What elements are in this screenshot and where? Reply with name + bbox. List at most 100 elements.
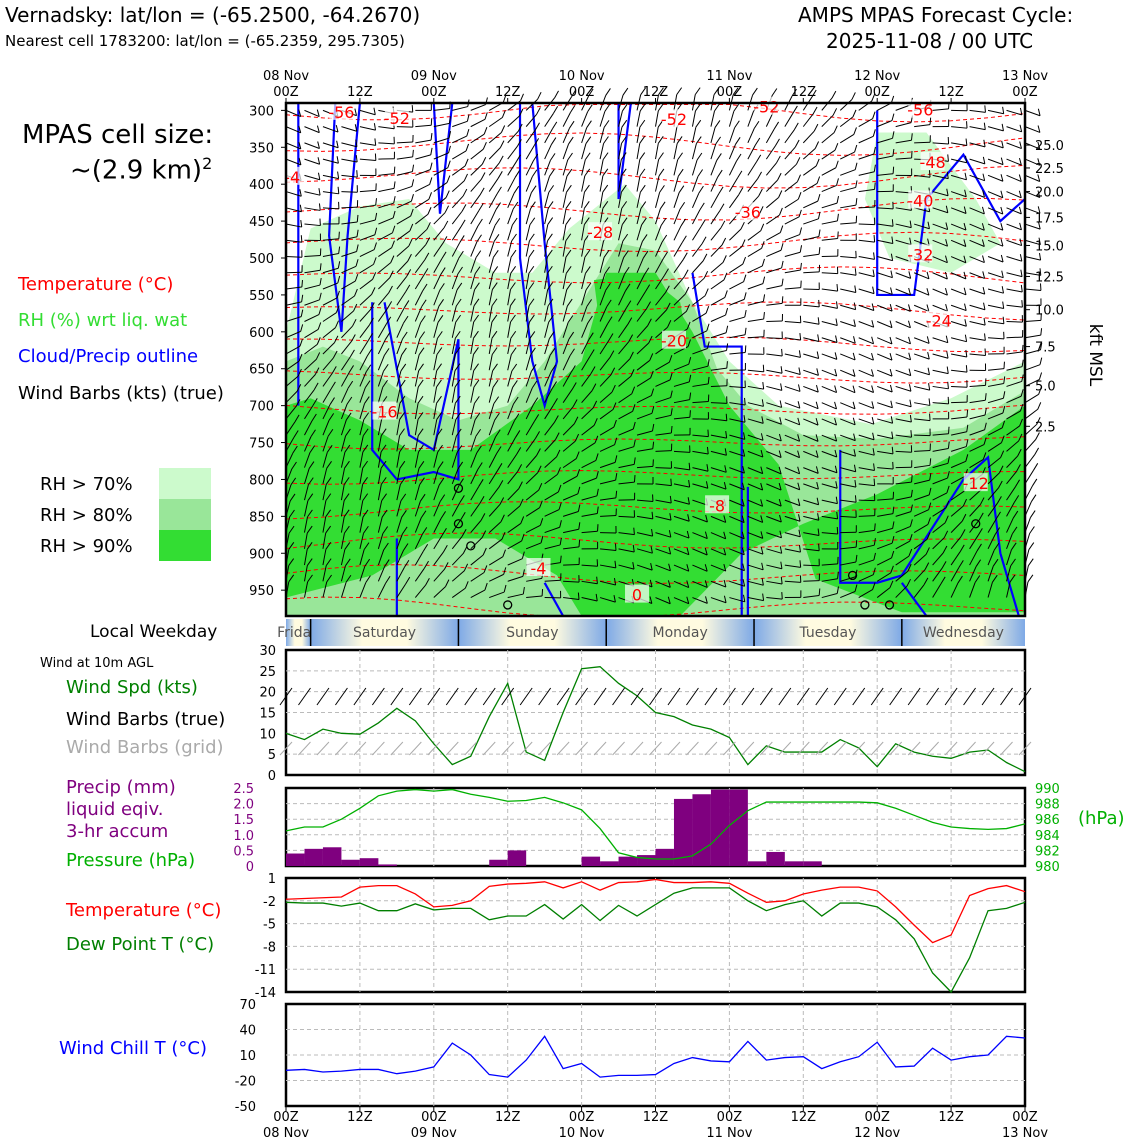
wind-barb-staff	[433, 501, 441, 517]
wind-barb-flag	[566, 298, 573, 307]
wind-barb-staff	[341, 310, 354, 322]
wind-barb-10m-grid	[741, 741, 755, 756]
wind-barb	[969, 528, 983, 550]
wind-barb	[359, 183, 377, 193]
wind-barb-flag	[705, 305, 710, 314]
wind-barb-flag	[780, 243, 784, 251]
wind-barb	[784, 350, 801, 358]
wind-barb	[895, 563, 912, 582]
wind-barb-flag	[365, 575, 371, 583]
wind-barb-flag	[530, 347, 536, 356]
wind-barb-staff	[803, 564, 820, 567]
wind-barb-flag	[614, 437, 618, 445]
wind-barb-staff	[932, 385, 949, 390]
wind-barb	[932, 426, 950, 436]
wind-barb-flag	[836, 284, 839, 292]
wind-barb-staff	[359, 340, 369, 355]
wind-barb-staff	[932, 448, 949, 452]
wind-barb	[951, 349, 968, 358]
wind-barb-flag	[890, 565, 894, 574]
wind-barb	[655, 495, 672, 504]
wind-barb-flag	[667, 596, 671, 604]
wind-barb-staff	[747, 385, 764, 390]
wind-barb-staff	[618, 375, 632, 387]
weekday-cell	[606, 619, 755, 646]
wind-barb-flag	[890, 270, 893, 278]
wind-barb	[470, 127, 488, 144]
wind-barb-flag	[288, 525, 295, 534]
wind-barb-staff	[636, 110, 641, 127]
wind-barb	[304, 352, 321, 371]
wind-barb	[877, 148, 895, 160]
wind-barb	[987, 239, 1004, 247]
wind-barb-flag	[815, 466, 819, 474]
height-tick-label: 20.0	[1035, 186, 1064, 201]
wind-barb-staff	[784, 198, 799, 209]
wind-barb-staff	[322, 532, 327, 549]
wind-barb	[581, 400, 598, 420]
wind-barb-staff	[396, 276, 408, 290]
wind-barb	[470, 157, 487, 176]
wind-barb-staff	[470, 469, 479, 485]
wind-barb	[525, 331, 536, 355]
wind-barb	[803, 450, 819, 458]
wind-barb-flag	[682, 252, 688, 260]
wind-barb-staff	[340, 468, 346, 484]
wind-barb	[636, 406, 655, 420]
wind-barb-staff	[396, 260, 409, 274]
wind-barb-flag	[390, 255, 395, 263]
wind-barb-flag	[741, 515, 745, 523]
wind-barb	[895, 519, 913, 534]
precip-tick-label: 0.5	[233, 844, 254, 859]
wind-barb	[691, 119, 702, 143]
wind-barb-staff	[858, 272, 875, 278]
wind-barb-flag	[724, 290, 728, 298]
wind-barb-staff	[766, 515, 782, 523]
wind-barb-flag	[924, 562, 930, 570]
wind-barb-flag	[475, 250, 482, 258]
wind-barb	[396, 493, 407, 517]
wind-barb	[377, 316, 392, 338]
wind-barb	[525, 169, 538, 192]
wind-barb-flag	[758, 188, 763, 197]
wind-barb	[544, 484, 562, 501]
wind-barb-staff	[950, 337, 967, 343]
wind-barb	[988, 331, 1005, 340]
wind-barb-flag	[649, 596, 653, 604]
wind-barb-staff	[377, 308, 388, 322]
wind-barb-flag	[707, 359, 710, 367]
wind-barb	[710, 595, 727, 604]
wind-barb-staff	[766, 467, 782, 475]
wind-barb	[322, 171, 340, 180]
wind-barb	[359, 212, 378, 225]
wind-barb-staff	[692, 260, 704, 274]
wind-barb	[322, 542, 332, 566]
wind-barb	[599, 299, 612, 322]
wind-barb	[784, 367, 801, 375]
wind-barb-10m-grid	[833, 741, 847, 756]
wind-barb-staff	[341, 341, 352, 355]
wind-barb-staff	[359, 435, 364, 452]
wind-barb	[451, 495, 465, 517]
wind-barb-flag	[1037, 206, 1041, 214]
bottom-tick-date: 09 Nov	[411, 1126, 457, 1140]
wind-barb-flag	[352, 318, 357, 327]
wind-barb-flag	[588, 88, 594, 97]
wind-barb-staff	[285, 406, 297, 420]
wind-barb	[396, 412, 405, 436]
wind-barb-staff	[673, 548, 690, 556]
wind-barb-staff	[488, 453, 498, 468]
wind-barb-flag	[389, 270, 394, 278]
time-hour-top: 00Z	[1012, 85, 1038, 100]
wind-barb	[377, 332, 391, 355]
wind-barb	[563, 575, 580, 583]
wind-barb-staff	[839, 133, 855, 144]
wind-barb-flag	[337, 261, 341, 269]
wind-barb	[987, 465, 1004, 485]
wind-barb-staff	[987, 503, 998, 517]
wind-barb-flag	[586, 299, 593, 307]
wind-barb-staff	[304, 374, 316, 387]
wind-barb-flag	[835, 335, 838, 343]
wind-barb-flag	[688, 480, 691, 488]
wind-barb	[544, 185, 555, 208]
